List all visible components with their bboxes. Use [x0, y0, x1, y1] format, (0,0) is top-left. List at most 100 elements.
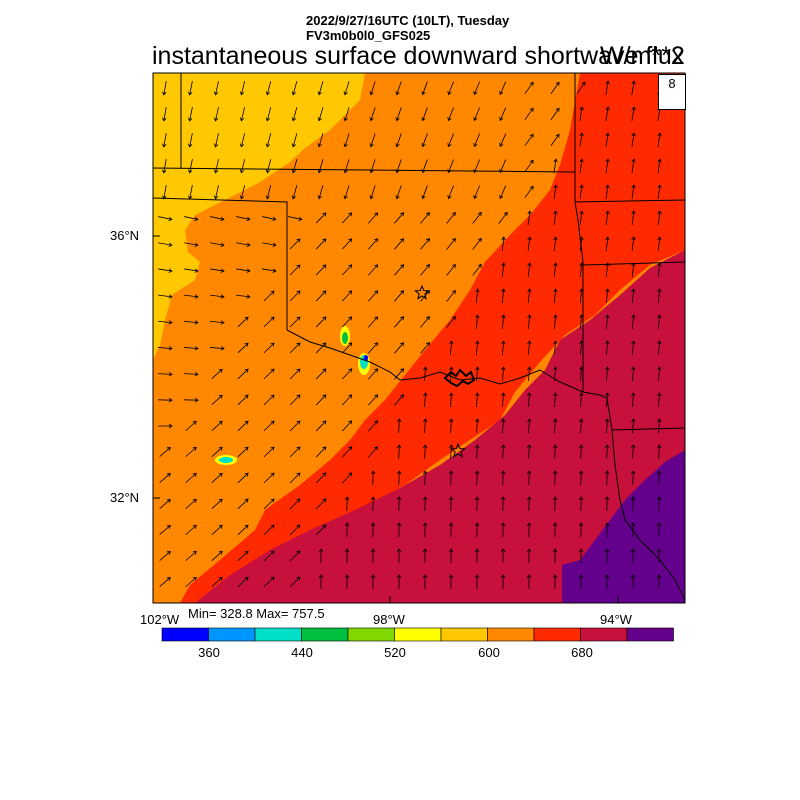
- wind-arrow-head: [477, 263, 482, 268]
- valid-time-label: 2022/9/27/16UTC (10LT), Tuesday: [306, 13, 510, 28]
- wind-arrow-head: [579, 106, 584, 111]
- wind-arrow: [550, 108, 560, 120]
- wind-arrow-head: [426, 238, 430, 243]
- wind-arrow: [450, 444, 452, 460]
- wind-arrow-head: [396, 470, 402, 475]
- wind-arrow: [292, 81, 298, 95]
- wind-arrow: [448, 107, 454, 121]
- wind-arrow-head: [501, 392, 506, 397]
- wind-arrow-head: [244, 316, 249, 321]
- wind-arrow-head: [291, 195, 297, 200]
- wind-arrow: [657, 159, 661, 173]
- wind-arrow: [499, 133, 507, 147]
- wind-arrow: [576, 81, 586, 95]
- wind-arrow: [657, 314, 661, 330]
- wind-arrow: [240, 81, 246, 95]
- wind-arrow-head: [605, 184, 610, 189]
- wind-arrow-head: [426, 264, 430, 269]
- wind-arrow: [210, 268, 224, 272]
- wind-arrow: [240, 159, 246, 173]
- wind-arrow-head: [370, 522, 376, 527]
- wind-arrow: [502, 392, 504, 408]
- wind-arrow: [632, 366, 634, 382]
- wind-arrow: [605, 211, 609, 225]
- wind-arrow-head: [447, 91, 452, 96]
- wind-arrow: [446, 290, 456, 302]
- colorbar-swatch: [533, 627, 581, 642]
- wind-arrow: [370, 185, 376, 199]
- wind-arrow-head: [374, 316, 379, 321]
- wind-arrow: [315, 264, 327, 276]
- wind-arrow: [157, 320, 173, 324]
- wind-arrow: [315, 212, 327, 224]
- wind-arrow: [502, 470, 504, 486]
- wind-arrow: [657, 185, 661, 199]
- wind-arrow-head: [322, 212, 327, 217]
- wind-arrow-head: [579, 210, 584, 215]
- wind-arrow: [341, 238, 353, 250]
- wind-arrow: [527, 237, 531, 251]
- wind-arrow-head: [344, 548, 350, 553]
- wind-arrow: [446, 238, 456, 250]
- wind-arrow-head: [421, 117, 426, 122]
- wind-arrow-head: [168, 397, 173, 403]
- wind-arrow-head: [552, 470, 558, 475]
- wind-arrow: [315, 446, 327, 458]
- min-max-label: Min= 328.8 Max= 757.5: [188, 606, 325, 621]
- wind-arrow-head: [265, 91, 271, 96]
- wind-arrow-head: [168, 423, 173, 429]
- wind-arrow: [159, 551, 171, 561]
- colorbar-swatch: [487, 627, 535, 642]
- wind-arrow: [368, 368, 378, 380]
- wind-arrow-head: [369, 117, 374, 122]
- wind-arrow: [553, 262, 557, 278]
- wind-arrow-head: [246, 294, 251, 299]
- cloud-patch-2: [358, 353, 370, 375]
- wind-arrow-head: [529, 185, 534, 190]
- wind-arrow-head: [657, 132, 662, 137]
- wind-arrow: [580, 392, 582, 408]
- wind-arrow: [368, 394, 378, 406]
- wind-arrow-head: [473, 116, 478, 122]
- wind-arrow: [658, 366, 660, 382]
- wind-arrow: [215, 133, 219, 147]
- wind-arrow-head: [344, 496, 350, 501]
- wind-arrow-head: [265, 143, 271, 148]
- wind-arrow-head: [166, 576, 171, 581]
- wind-arrow: [631, 314, 635, 330]
- wind-arrow: [632, 392, 634, 408]
- wind-arrow: [209, 320, 225, 324]
- wind-arrow: [476, 470, 478, 486]
- wind-arrow-head: [631, 158, 636, 163]
- wind-arrow-head: [296, 498, 301, 503]
- wind-arrow: [528, 418, 530, 434]
- wind-arrow: [632, 470, 634, 486]
- wind-arrow-head: [192, 420, 197, 425]
- wind-arrow-head: [322, 368, 327, 373]
- wind-arrow-head: [291, 117, 297, 122]
- wind-arrow: [553, 288, 557, 304]
- colorbar-swatch: [301, 627, 349, 642]
- wind-arrow: [528, 340, 530, 356]
- wind-arrow-head: [501, 288, 506, 293]
- wind-arrow-head: [168, 242, 173, 247]
- wind-arrow-head: [555, 81, 560, 86]
- wind-arrow-head: [423, 418, 428, 423]
- wind-arrow: [159, 525, 171, 535]
- wind-arrow-head: [526, 574, 532, 579]
- wind-arrow-head: [527, 340, 532, 345]
- wind-arrow: [631, 211, 635, 225]
- wind-arrow: [368, 420, 378, 432]
- wind-arrow: [263, 342, 275, 354]
- wind-arrow-head: [397, 418, 402, 423]
- wind-arrow-head: [501, 366, 506, 371]
- wind-arrow-head: [246, 268, 251, 273]
- wind-arrow-head: [296, 472, 301, 477]
- wind-arrow-head: [348, 264, 353, 269]
- wind-arrow: [579, 107, 583, 121]
- wind-arrow: [605, 185, 609, 199]
- wind-arrow: [215, 81, 219, 95]
- wind-arrow-head: [422, 496, 428, 501]
- wind-arrow: [266, 81, 272, 95]
- wind-arrow-head: [194, 320, 199, 325]
